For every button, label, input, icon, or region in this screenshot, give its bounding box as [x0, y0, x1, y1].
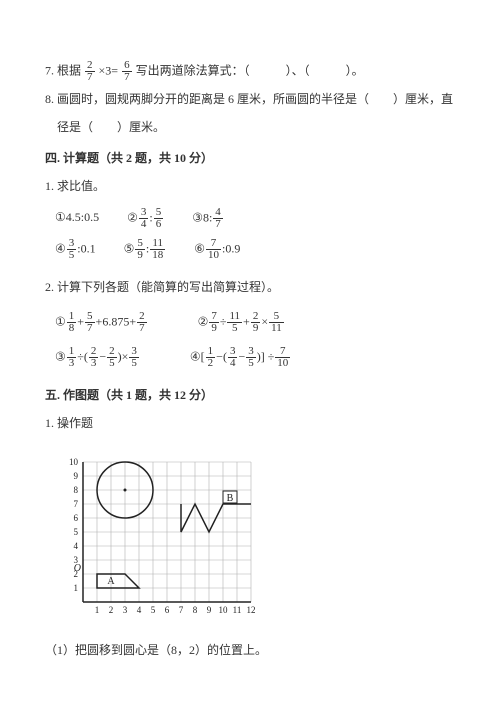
- sec5-q1: 1. 操作题: [45, 413, 455, 435]
- ratio-row-2: ④35:0.1 ⑤59:1118 ⑥710:0.9: [55, 238, 455, 261]
- svg-text:3: 3: [123, 605, 128, 615]
- calc-4: ④[12−(34−35)] ÷710: [190, 346, 291, 369]
- svg-text:6: 6: [165, 605, 170, 615]
- svg-text:8: 8: [74, 485, 79, 495]
- svg-text:O: O: [74, 563, 81, 574]
- question-8-line1: 8. 画圆时，圆规两脚分开的距离是 6 厘米，所画圆的半径是（ ）厘米，直: [45, 89, 455, 111]
- svg-text:8: 8: [193, 605, 198, 615]
- calc-row-2: ③13÷(23−25)×35 ④[12−(34−35)] ÷710: [55, 346, 455, 369]
- svg-text:10: 10: [69, 457, 79, 467]
- svg-text:12: 12: [247, 605, 256, 615]
- sec4-q1: 1. 求比值。: [45, 176, 455, 198]
- q7-mid2: 写出两道除法算式：（ ）、（ ）。: [136, 63, 364, 77]
- svg-text:5: 5: [74, 527, 79, 537]
- sec5-sub1: （1）把圆移到圆心是（8，2）的位置上。: [45, 640, 455, 662]
- svg-text:7: 7: [74, 499, 79, 509]
- ratio-2: ②34:56: [127, 207, 164, 230]
- grid-svg: 12345678910111212345678910OAB: [57, 442, 257, 622]
- svg-text:A: A: [107, 576, 115, 587]
- svg-text:11: 11: [233, 605, 242, 615]
- ratio-1: ①4.5:0.5: [55, 207, 99, 230]
- svg-text:5: 5: [151, 605, 156, 615]
- svg-text:4: 4: [137, 605, 142, 615]
- svg-text:9: 9: [74, 471, 79, 481]
- ratio-3: ③8:47: [192, 207, 224, 230]
- svg-text:4: 4: [74, 541, 79, 551]
- svg-text:9: 9: [207, 605, 212, 615]
- svg-text:6: 6: [74, 513, 79, 523]
- ratio-5: ⑤59:1118: [124, 238, 167, 261]
- fraction-2-7: 27: [85, 60, 95, 83]
- svg-text:1: 1: [74, 583, 79, 593]
- question-7: 7. 根据 27 ×3= 67 写出两道除法算式：（ ）、（ ）。: [45, 60, 455, 83]
- calc-1: ①18+57+6.875+27: [55, 311, 148, 334]
- q7-prefix: 7. 根据: [45, 63, 81, 77]
- fraction-6-7: 67: [122, 60, 132, 83]
- question-8-line2: 径是（ ）厘米。: [57, 117, 455, 139]
- ratio-4: ④35:0.1: [55, 238, 96, 261]
- grid-figure: 12345678910111212345678910OAB: [57, 442, 455, 630]
- svg-text:B: B: [227, 493, 234, 504]
- ratio-row-1: ①4.5:0.5 ②34:56 ③8:47: [55, 207, 455, 230]
- calc-3: ③13÷(23−25)×35: [55, 346, 140, 369]
- svg-text:2: 2: [109, 605, 114, 615]
- sec4-q2: 2. 计算下列各题（能简算的写出简算过程）。: [45, 277, 455, 299]
- calc-row-1: ①18+57+6.875+27 ②79÷115+29×511: [55, 311, 455, 334]
- q7-mid1: ×3=: [99, 63, 119, 77]
- section-4-title: 四. 计算题（共 2 题，共 10 分）: [45, 148, 455, 170]
- ratio-6: ⑥710:0.9: [194, 238, 240, 261]
- calc-2: ②79÷115+29×511: [198, 311, 285, 334]
- svg-text:7: 7: [179, 605, 184, 615]
- section-5-title: 五. 作图题（共 1 题，共 12 分）: [45, 385, 455, 407]
- svg-text:1: 1: [95, 605, 100, 615]
- svg-text:10: 10: [219, 605, 229, 615]
